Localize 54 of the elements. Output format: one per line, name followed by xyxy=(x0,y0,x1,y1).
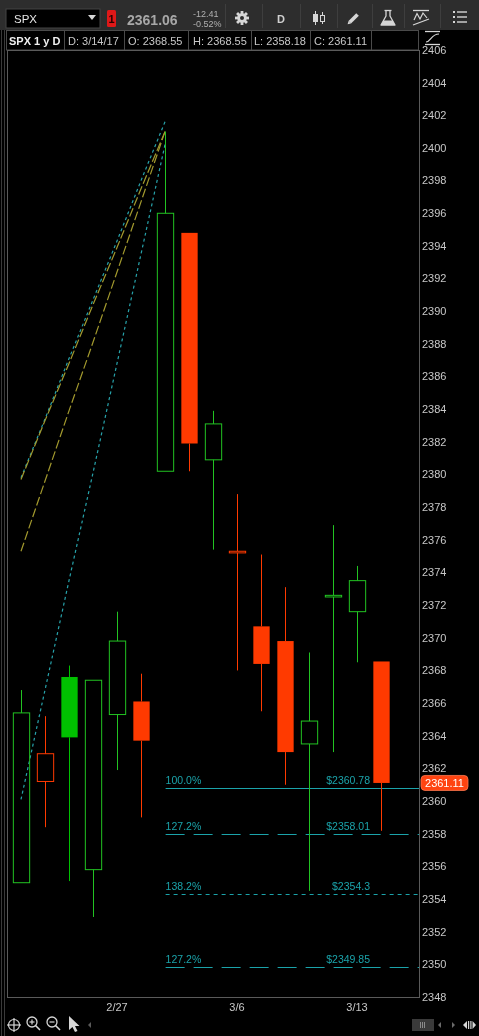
text: SPX xyxy=(14,13,38,25)
text: 1 xyxy=(108,13,115,25)
y-tick-label: 2348 xyxy=(422,990,447,1003)
y-tick-label: 2380 xyxy=(422,468,447,481)
text: 2361.06 xyxy=(127,11,178,28)
y-tick-label: 2362 xyxy=(422,762,447,775)
annotation: 138.2% xyxy=(165,879,202,892)
y-tick-label: 2372 xyxy=(422,598,447,611)
y-tick-label: 2396 xyxy=(422,207,447,220)
text: 2361.11 xyxy=(425,776,464,789)
text: D xyxy=(277,12,286,25)
ref-line-label: $2349.85 xyxy=(326,952,371,965)
ref-line-label: $2360.78 xyxy=(326,773,371,786)
y-tick-label: 2402 xyxy=(422,109,447,122)
y-tick-label: 2350 xyxy=(422,958,447,971)
annotation: 127.2% xyxy=(165,819,202,832)
y-tick-label: 2370 xyxy=(422,631,447,644)
annotation: 100.0% xyxy=(165,773,202,786)
y-tick-label: 2400 xyxy=(422,141,447,154)
y-tick-label: 2358 xyxy=(422,827,447,840)
y-tick-label: 2368 xyxy=(422,664,447,677)
chart-title: SPX 1 y D xyxy=(9,35,61,47)
ref-line-label: $2358.01 xyxy=(326,819,371,832)
y-tick-label: 2386 xyxy=(422,370,447,383)
y-tick-label: 2398 xyxy=(422,174,447,187)
y-tick-label: 2352 xyxy=(422,925,447,938)
text: H: 2368.55 xyxy=(193,35,247,47)
text: -0.52% xyxy=(193,19,222,29)
text: C: 2361.11 xyxy=(314,35,368,47)
text: O: 2368.55 xyxy=(128,35,183,47)
y-tick-label: 2390 xyxy=(422,305,447,318)
y-tick-label: 2406 xyxy=(422,43,447,56)
y-tick-label: 2382 xyxy=(422,435,447,448)
y-tick-label: 2374 xyxy=(422,566,447,579)
ref-line-label: $2354.3 xyxy=(332,879,371,892)
x-tick-label: 2/27 xyxy=(106,1001,128,1013)
y-tick-label: 2378 xyxy=(422,501,447,514)
y-tick-label: 2392 xyxy=(422,272,447,285)
annotation: 127.2% xyxy=(165,952,202,965)
y-tick-label: 2388 xyxy=(422,337,447,350)
y-tick-label: 2356 xyxy=(422,860,447,873)
y-tick-label: 2404 xyxy=(422,76,447,89)
x-tick-label: 3/6 xyxy=(229,1001,245,1013)
y-tick-label: 2384 xyxy=(422,403,447,416)
x-tick-label: 3/13 xyxy=(346,1001,368,1013)
y-tick-label: 2354 xyxy=(422,892,447,905)
text: D: 3/14/17 xyxy=(68,35,119,47)
y-tick-label: 2366 xyxy=(422,696,447,709)
y-tick-label: 2376 xyxy=(422,533,447,546)
text: -12.41 xyxy=(193,8,219,19)
text: L: 2358.18 xyxy=(254,35,306,47)
y-tick-label: 2360 xyxy=(422,794,447,807)
y-tick-label: 2394 xyxy=(422,239,447,252)
y-tick-label: 2364 xyxy=(422,729,447,742)
